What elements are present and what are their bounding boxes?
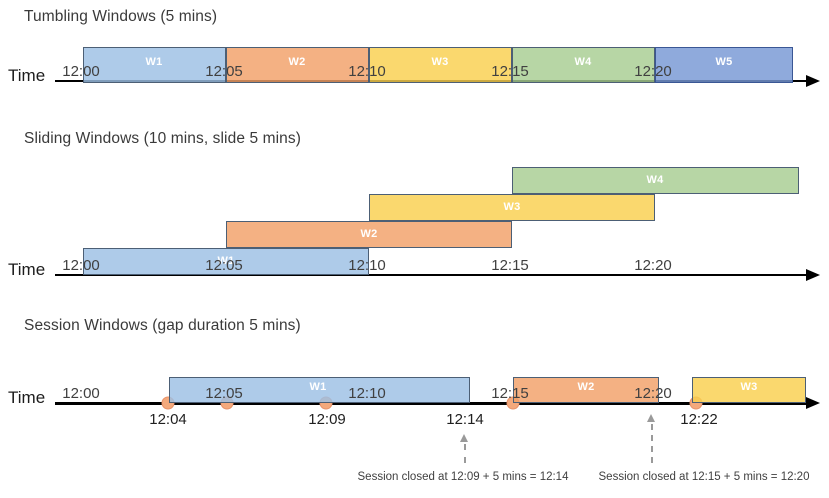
tumbling-tick-12-05: 12:05 [205,63,243,80]
session-window-w2 [513,377,659,403]
tumbling-title: Tumbling Windows (5 mins) [24,8,218,25]
sliding-window-w3-label: W3 [503,201,521,213]
sliding-axis-arrowhead-icon [806,269,820,281]
tumbling-tick-12-15: 12:15 [491,63,529,80]
session-window-w1 [169,377,470,403]
annotation-arrow-up-icon [460,434,468,442]
sliding-window-w4 [512,167,799,194]
sliding-tick-12-05: 12:05 [205,257,243,274]
sliding-tick-12-10: 12:10 [348,257,386,274]
sliding-tick-12-15: 12:15 [491,257,529,274]
session-time-label: Time [8,388,46,407]
session-tick-12-10: 12:10 [348,385,386,402]
tumbling-window-w1 [83,47,226,83]
session-axis-arrowhead-icon [806,397,820,409]
tumbling-tick-12-10: 12:10 [348,63,386,80]
sliding-time-label: Time [8,260,46,279]
sliding-title: Sliding Windows (10 mins, slide 5 mins) [24,130,301,147]
annotation-arrow-line [464,444,466,463]
session-annotation-1: Session closed at 12:09 + 5 mins = 12:14 [357,471,569,483]
tumbling-window-w5 [655,47,793,83]
sliding-tick-12-00: 12:00 [62,257,100,274]
tumbling-window-w3-label: W3 [431,56,449,68]
session-window-w3-label: W3 [740,381,758,393]
session-tick-12-20: 12:20 [634,385,672,402]
tumbling-window-w3 [369,47,512,83]
sliding-tick-12-20: 12:20 [634,257,672,274]
event-label-12-09: 12:09 [308,411,346,428]
session-window-w3 [692,377,806,403]
session-annotation-2: Session closed at 12:15 + 5 mins = 12:20 [598,471,810,483]
tumbling-window-w4 [512,47,655,83]
session-tick-12-00: 12:00 [62,385,100,402]
session-window-w2-label: W2 [577,381,595,393]
sliding-window-w3 [369,194,655,221]
tumbling-window-w2 [226,47,369,83]
tumbling-tick-12-20: 12:20 [634,63,672,80]
tumbling-window-w5-label: W5 [715,56,733,68]
session-title: Session Windows (gap duration 5 mins) [24,317,301,334]
annotation-arrow-line [651,424,653,463]
event-label-12-22: 12:22 [680,411,718,428]
session-tick-12-05: 12:05 [205,385,243,402]
sliding-window-w1 [83,248,369,275]
session-tick-12-15: 12:15 [491,385,529,402]
annotation-arrow-up-icon [647,414,655,422]
event-label-12-14: 12:14 [446,411,484,428]
tumbling-window-w1-label: W1 [145,56,163,68]
session-window-w1-label: W1 [309,381,327,393]
session-axis-line [55,402,806,405]
tumbling-window-w2-label: W2 [288,56,306,68]
tumbling-time-label: Time [8,66,46,85]
tumbling-axis-arrowhead-icon [806,75,820,87]
sliding-window-w2 [226,221,512,248]
event-label-12-04: 12:04 [149,411,187,428]
sliding-window-w2-label: W2 [360,228,378,240]
tumbling-window-w4-label: W4 [574,56,592,68]
sliding-window-w1-label: W1 [217,255,235,267]
sliding-window-w4-label: W4 [646,174,664,186]
sliding-axis-line [55,274,806,276]
tumbling-tick-12-00: 12:00 [62,63,100,80]
